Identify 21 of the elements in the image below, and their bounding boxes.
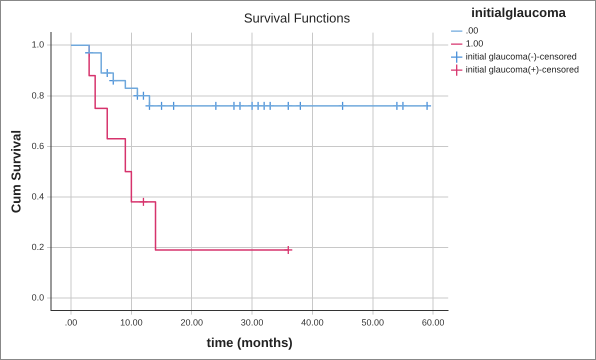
y-tick-label: 0.6 xyxy=(32,140,44,151)
legend-label: 1.00 xyxy=(466,38,484,49)
x-tick-label: 20.00 xyxy=(180,317,203,328)
x-tick-label: 60.00 xyxy=(422,317,444,328)
y-axis-title: Cum Survival xyxy=(8,130,24,214)
legend-title: initialglaucoma xyxy=(471,5,567,20)
x-tick-label: 40.00 xyxy=(301,317,324,328)
y-tick-label: 0.4 xyxy=(32,191,44,202)
x-tick-label: 30.00 xyxy=(240,317,264,328)
chart-title: Survival Functions xyxy=(244,10,351,26)
x-tick-label: .00 xyxy=(64,317,78,328)
legend-label: initial glaucoma(-)-censored xyxy=(466,52,577,62)
y-tick-label: 0.2 xyxy=(32,242,44,252)
y-tick-label: 0.8 xyxy=(32,90,44,100)
x-tick-label: 50.00 xyxy=(361,317,384,328)
y-tick-label: 0.0 xyxy=(32,292,44,302)
legend-label: .00 xyxy=(466,26,478,36)
x-axis-title: time (months) xyxy=(206,334,293,350)
x-tick-label: 10.00 xyxy=(120,317,143,328)
legend-label: initial glaucoma(+)-censored xyxy=(466,64,580,75)
y-tick-label: 1.0 xyxy=(32,40,44,50)
